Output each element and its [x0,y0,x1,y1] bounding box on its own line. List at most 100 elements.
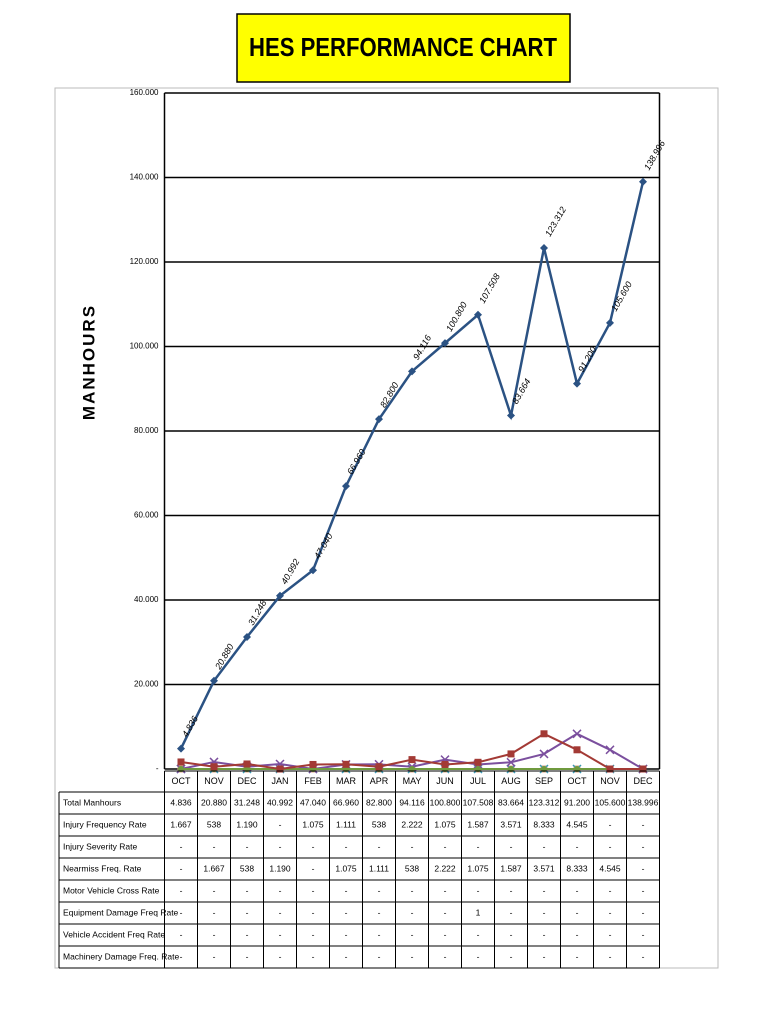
table-cell: - [213,907,216,917]
table-cell: - [213,929,216,939]
table-cell: - [411,907,414,917]
table-cell: 1.075 [434,819,456,829]
x-tick-label: FEB [304,776,322,786]
y-tick-label: 20.000 [134,680,159,689]
table-cell: - [510,951,513,961]
table-cell: 100.800 [430,797,461,807]
data-label: 4.836 [180,714,200,739]
y-tick-label: 60.000 [134,511,159,520]
table-cell: - [213,841,216,851]
table-cell: 123.312 [529,797,560,807]
chart-title: HES PERFORMANCE CHART [249,33,557,62]
table-cell: - [279,819,282,829]
table-cell: - [246,841,249,851]
table-cell: - [279,885,282,895]
x-tick-label: OCT [568,776,588,786]
table-cell: 31.248 [234,797,260,807]
table-cell: - [543,841,546,851]
table-cell: - [444,929,447,939]
data-point [310,761,317,768]
x-tick-label: DEC [633,776,653,786]
table-cell: 1.667 [170,819,192,829]
data-point [342,482,350,490]
table-cell: 1.587 [500,863,522,873]
table-cell: 66.960 [333,797,359,807]
y-tick-label: 100.000 [130,342,159,351]
legend-entry: Injury Severity Rate [63,841,137,851]
table-cell: - [642,885,645,895]
table-cell: - [576,885,579,895]
table-cell: 83.664 [498,797,524,807]
table-cell: - [609,907,612,917]
table-cell: - [279,907,282,917]
data-point [541,730,548,737]
legend-entry: Equipment Damage Freq Rate [63,907,179,917]
data-label: 100.800 [444,300,469,333]
table-cell: - [411,885,414,895]
y-tick-label: 160.000 [130,88,159,97]
table-cell: - [246,951,249,961]
table-cell: - [609,819,612,829]
table-cell: - [312,885,315,895]
table-cell: - [246,885,249,895]
table-cell: 4.545 [566,819,588,829]
table-cell: - [477,951,480,961]
table-cell: 8.333 [533,819,555,829]
x-tick-label: JAN [271,776,288,786]
table-cell: 1.587 [467,819,489,829]
table-cell: - [543,885,546,895]
table-cell: - [312,929,315,939]
data-point [376,763,383,770]
legend-entry: Total Manhours [63,797,121,807]
table-cell: - [312,951,315,961]
table-cell: 2.222 [401,819,423,829]
x-tick-label: JUN [436,776,454,786]
table-cell: - [279,929,282,939]
table-cell: 94.116 [399,797,425,807]
table-cell: 107.508 [463,797,494,807]
table-cell: - [345,907,348,917]
data-point [475,759,482,766]
table-cell: 538 [207,819,221,829]
table-cell: - [543,929,546,939]
table-cell: 20.880 [201,797,227,807]
data-label: 47.040 [312,532,334,561]
x-tick-label: AUG [501,776,521,786]
x-tick-label: NOV [204,776,224,786]
data-label: 83.664 [510,377,532,406]
y-tick-label: - [156,764,159,773]
legend-entry: Vehicle Accident Freq Rate [63,929,165,939]
legend-entry: Motor Vehicle Cross Rate [63,885,160,895]
table-cell: 1.190 [269,863,291,873]
table-cell: 538 [405,863,419,873]
data-point [573,730,581,738]
table-cell: - [642,819,645,829]
x-tick-label: NOV [600,776,620,786]
table-cell: - [477,841,480,851]
data-point [409,756,416,763]
x-tick-label: MAY [403,776,422,786]
table-cell: - [576,841,579,851]
table-cell: - [609,885,612,895]
legend-entry: Machinery Damage Freq. Rate [63,951,179,961]
table-cell: - [378,951,381,961]
table-cell: - [378,841,381,851]
data-label: 91.200 [576,345,598,374]
legend-entry: Injury Frequency Rate [63,819,147,829]
data-point [540,244,548,252]
x-tick-label: MAR [336,776,357,786]
table-cell: - [312,841,315,851]
table-cell: - [180,885,183,895]
table-cell: 138.996 [628,797,659,807]
table-cell: - [576,951,579,961]
table-cell: - [642,929,645,939]
data-label: 66.960 [345,447,367,476]
table-cell: - [444,841,447,851]
table-cell: 538 [240,863,254,873]
data-label: 123.312 [543,205,568,238]
data-point [508,750,515,757]
table-cell: 4.836 [170,797,192,807]
table-cell: - [642,951,645,961]
series-line [181,182,643,749]
